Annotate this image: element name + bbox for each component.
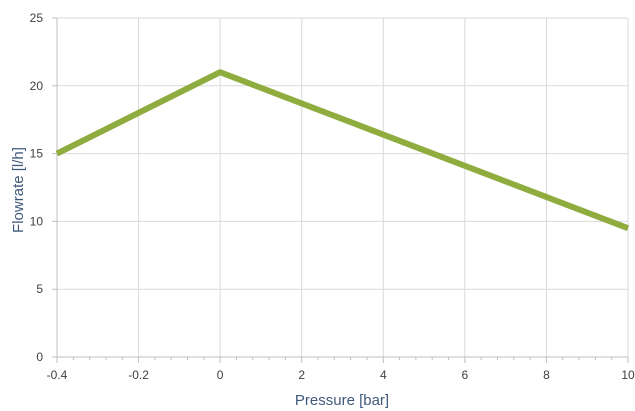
x-axis-title: Pressure [bar] (295, 392, 389, 409)
x-tick-label: -0.2 (128, 368, 149, 382)
y-tick-label: 15 (30, 147, 44, 161)
axes (52, 17, 629, 363)
y-tick-label: 5 (36, 282, 43, 296)
x-tick-label: -0.4 (47, 368, 68, 382)
y-tick-label: 25 (30, 11, 44, 25)
y-tick-label: 0 (36, 350, 43, 364)
x-tick-labels: -0.4 -0.2 0 2 4 6 8 10 (47, 368, 635, 382)
x-tick-label: 0 (217, 368, 224, 382)
y-tick-label: 20 (30, 79, 44, 93)
series-line (55, 69, 630, 232)
y-tick-label: 10 (30, 214, 44, 228)
x-tick-label: 4 (380, 368, 387, 382)
x-tick-label: 8 (543, 368, 550, 382)
x-tick-label: 6 (462, 368, 469, 382)
x-tick-label: 2 (298, 368, 305, 382)
gridlines (56, 17, 629, 357)
y-tick-labels: 0 5 10 15 20 25 (30, 11, 44, 364)
x-tick-label: 10 (621, 368, 635, 382)
series-layer (55, 69, 630, 232)
y-axis-title: Flowrate [l/h] (10, 147, 27, 233)
